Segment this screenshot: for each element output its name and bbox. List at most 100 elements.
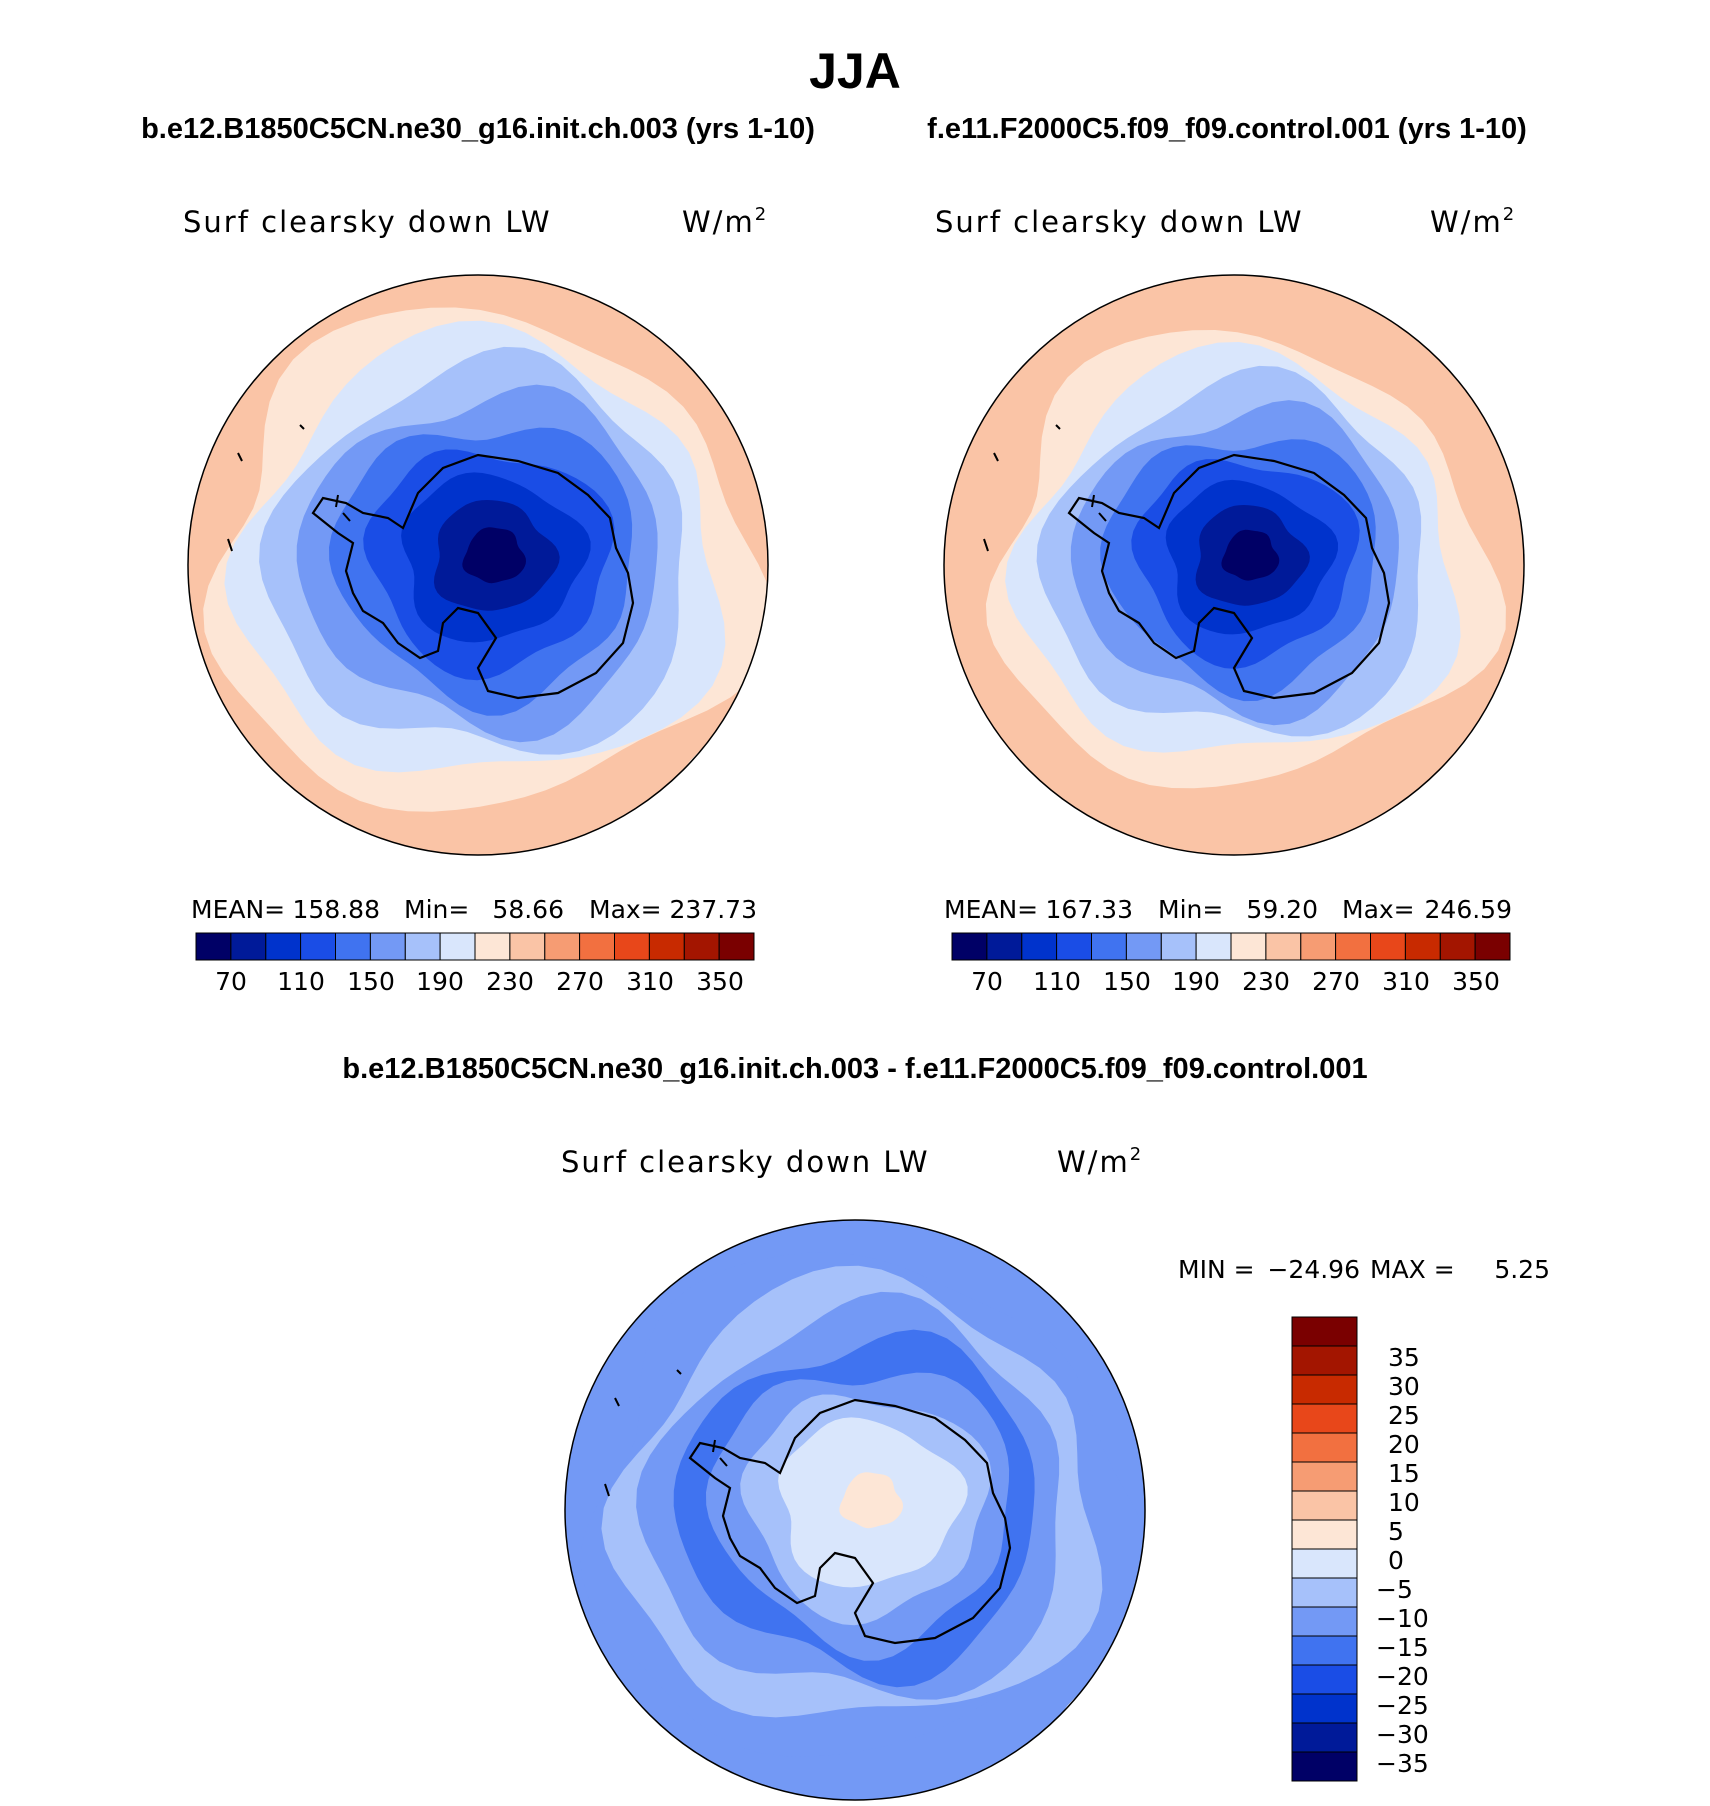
panel-right-colorbar-box <box>1160 932 1197 961</box>
panel-right-islands <box>983 424 1107 552</box>
panel-left-colorbar-box <box>683 932 720 961</box>
panel-left-units: W/m2 <box>682 204 768 239</box>
panel-right-map-border <box>943 274 1525 856</box>
panel-right-cbar-label: 150 <box>1103 967 1151 996</box>
panel-diff-colorbar-labels: 35 30 25 20 15 10 5 0 −5 −10 −15 −20 −25… <box>1376 1343 1429 1778</box>
panel-left-colorbar-labels: 70 110 150 190 230 270 310 350 <box>215 967 744 996</box>
panel-diff-cbar-label: 5 <box>1388 1517 1404 1546</box>
panel-left-contour-fill <box>188 275 768 855</box>
panel-right-colorbar-box <box>1125 932 1162 961</box>
panel-right-map <box>944 275 1524 855</box>
panel-diff-cbar-label: 15 <box>1388 1459 1420 1488</box>
panel-left-colorbar-box <box>404 932 441 961</box>
panel-left-cbar-label: 230 <box>486 967 534 996</box>
panel-diff-min-value: −24.96 <box>1267 1255 1360 1284</box>
panel-right-min-value: 59.20 <box>1246 895 1318 924</box>
panel-diff-colorbar-box <box>1291 1519 1358 1550</box>
panel-diff-stats: MIN = −24.96 MAX = 5.25 <box>1178 1255 1550 1284</box>
panel-right-colorbar-box <box>1265 932 1302 961</box>
panel-right-cbar-label: 350 <box>1452 967 1500 996</box>
panel-left-coastline <box>311 453 635 700</box>
panel-diff-cbar-label: 0 <box>1388 1546 1404 1575</box>
panel-left-colorbar-box <box>195 932 232 961</box>
panel-right-colorbar-box <box>1335 932 1371 961</box>
panel-diff-cbar-label: −5 <box>1376 1575 1413 1604</box>
panel-diff: b.e12.B1850C5CN.ne30_g16.init.ch.003 - f… <box>342 1053 1550 1801</box>
panel-diff-map-border <box>564 1219 1146 1801</box>
panel-diff-cbar-label: 30 <box>1388 1372 1420 1401</box>
panel-left-colorbar-box <box>474 932 511 961</box>
panel-left-min-value: 58.66 <box>492 895 564 924</box>
panel-left-colorbar <box>195 932 755 961</box>
panel-diff-colorbar-box <box>1291 1374 1358 1405</box>
panel-left-cbar-label: 150 <box>347 967 395 996</box>
panel-diff-cbar-label: −15 <box>1376 1633 1429 1662</box>
panel-right: f.e11.F2000C5.f09_f09.control.001 (yrs 1… <box>927 113 1527 996</box>
panel-left-cbar-label: 310 <box>626 967 674 996</box>
panel-diff-islands <box>604 1369 728 1497</box>
panel-diff-colorbar-box <box>1291 1461 1358 1492</box>
panel-diff-colorbar-box <box>1291 1345 1358 1376</box>
panel-diff-cbar-label: 20 <box>1388 1430 1420 1459</box>
panel-right-cbar-label: 110 <box>1033 967 1081 996</box>
panel-left-colorbar-box <box>509 932 546 961</box>
panel-diff-cbar-label: 10 <box>1388 1488 1420 1517</box>
panel-right-cbar-label: 310 <box>1382 967 1430 996</box>
panel-diff-cbar-label: 25 <box>1388 1401 1420 1430</box>
panel-right-colorbar-box <box>1230 932 1267 961</box>
panel-left-map <box>188 275 768 855</box>
panel-right-cbar-label: 70 <box>971 967 1003 996</box>
panel-left-colorbar-box <box>614 932 650 961</box>
panel-diff-colorbar-box <box>1291 1548 1358 1579</box>
panel-diff-colorbar-box <box>1291 1693 1358 1724</box>
panel-diff-map <box>565 1220 1145 1800</box>
panel-right-colorbar-box <box>1300 932 1337 961</box>
panel-left-colorbar-box <box>544 932 581 961</box>
panel-right-units: W/m2 <box>1430 204 1516 239</box>
panel-diff-colorbar-box <box>1291 1722 1358 1753</box>
panel-left-cbar-label: 110 <box>277 967 325 996</box>
panel-diff-contour-fill <box>565 1220 1145 1800</box>
panel-diff-variable: Surf clearsky down LW <box>561 1145 930 1179</box>
panel-left-mean-label: MEAN= <box>191 895 285 924</box>
panel-right-contour-band <box>1221 529 1280 581</box>
figure-title: JJA <box>809 43 901 99</box>
panel-diff-colorbar-box <box>1291 1577 1358 1608</box>
panel-left-colorbar-box <box>265 932 302 961</box>
panel-diff-colorbar-box <box>1291 1606 1358 1637</box>
panel-left-colorbar-box <box>439 932 476 961</box>
panel-left-contour-band <box>462 527 526 584</box>
panel-diff-units: W/m2 <box>1057 1144 1143 1179</box>
panel-left-colorbar-box <box>579 932 615 961</box>
panel-right-mean-label: MEAN= <box>944 895 1038 924</box>
panel-right-coastline <box>1067 453 1391 700</box>
panel-left-islands <box>227 424 351 552</box>
panel-right-title: f.e11.F2000C5.f09_f09.control.001 (yrs 1… <box>927 113 1527 145</box>
panel-diff-colorbar-box <box>1291 1316 1358 1347</box>
panel-left-stats: MEAN= 158.88 Min= 58.66 Max= 237.73 <box>191 895 757 924</box>
panel-right-colorbar-box <box>1056 932 1092 961</box>
panel-right-colorbar-box <box>1021 932 1058 961</box>
panel-left: b.e12.B1850C5CN.ne30_g16.init.ch.003 (yr… <box>141 113 815 996</box>
panel-right-max-label: Max= <box>1342 895 1415 924</box>
panel-diff-cbar-label: −30 <box>1376 1720 1429 1749</box>
panel-left-mean-value: 158.88 <box>293 895 380 924</box>
panel-left-cbar-label: 350 <box>696 967 744 996</box>
panel-left-colorbar-box <box>300 932 337 961</box>
panel-right-colorbar-labels: 70 110 150 190 230 270 310 350 <box>971 967 1500 996</box>
panel-right-colorbar-box <box>1439 932 1476 961</box>
panel-right-min-label: Min= <box>1158 895 1223 924</box>
panel-left-colorbar-box <box>369 932 406 961</box>
panel-right-stats: MEAN= 167.33 Min= 59.20 Max= 246.59 <box>944 895 1512 924</box>
panel-diff-coastline <box>688 1398 1012 1645</box>
panel-left-variable: Surf clearsky down LW <box>183 205 552 239</box>
panel-diff-cbar-label: −20 <box>1376 1662 1429 1691</box>
panel-diff-title: b.e12.B1850C5CN.ne30_g16.init.ch.003 - f… <box>342 1053 1367 1085</box>
panel-left-title: b.e12.B1850C5CN.ne30_g16.init.ch.003 (yr… <box>141 113 815 145</box>
panel-left-cbar-label: 70 <box>215 967 247 996</box>
panel-left-cbar-label: 270 <box>556 967 604 996</box>
panel-left-cbar-label: 190 <box>416 967 464 996</box>
panel-right-colorbar-box <box>1474 932 1511 961</box>
panel-right-cbar-label: 230 <box>1242 967 1290 996</box>
panel-diff-cbar-label: −35 <box>1376 1749 1429 1778</box>
